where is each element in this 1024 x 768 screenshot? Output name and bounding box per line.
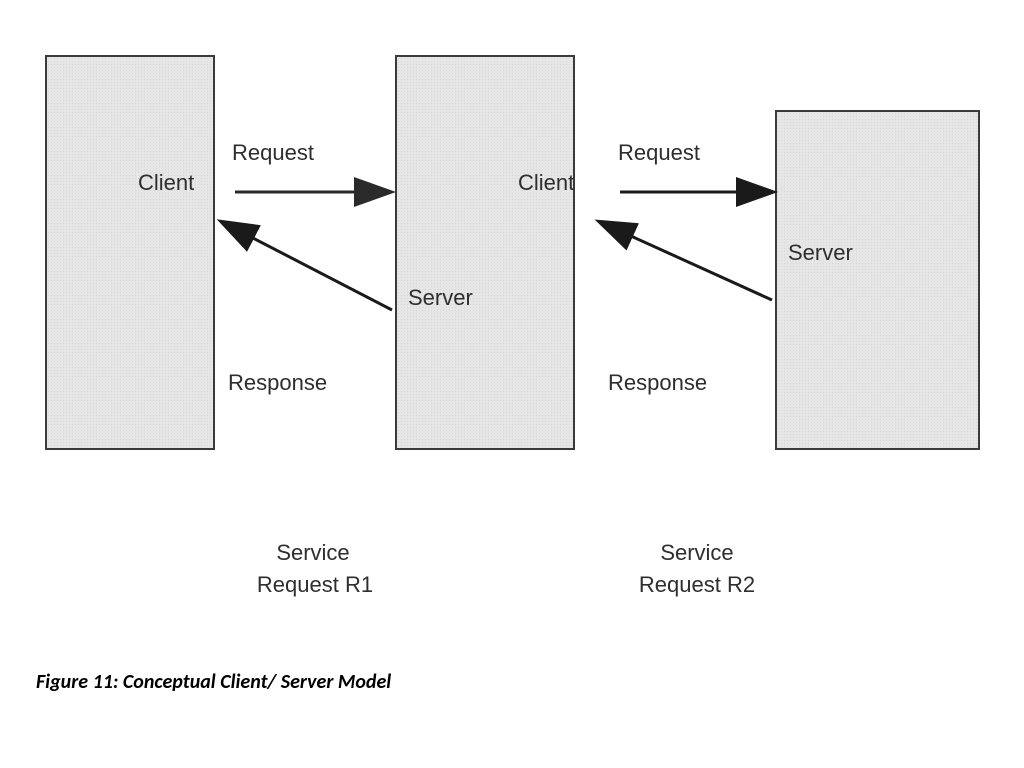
figure-caption: Figure 11: Conceptual Client/ Server Mod… xyxy=(36,670,391,694)
client-server-diagram: Client Client Server Server Request Requ… xyxy=(0,0,1024,768)
arrow-response-2 xyxy=(0,0,1024,768)
